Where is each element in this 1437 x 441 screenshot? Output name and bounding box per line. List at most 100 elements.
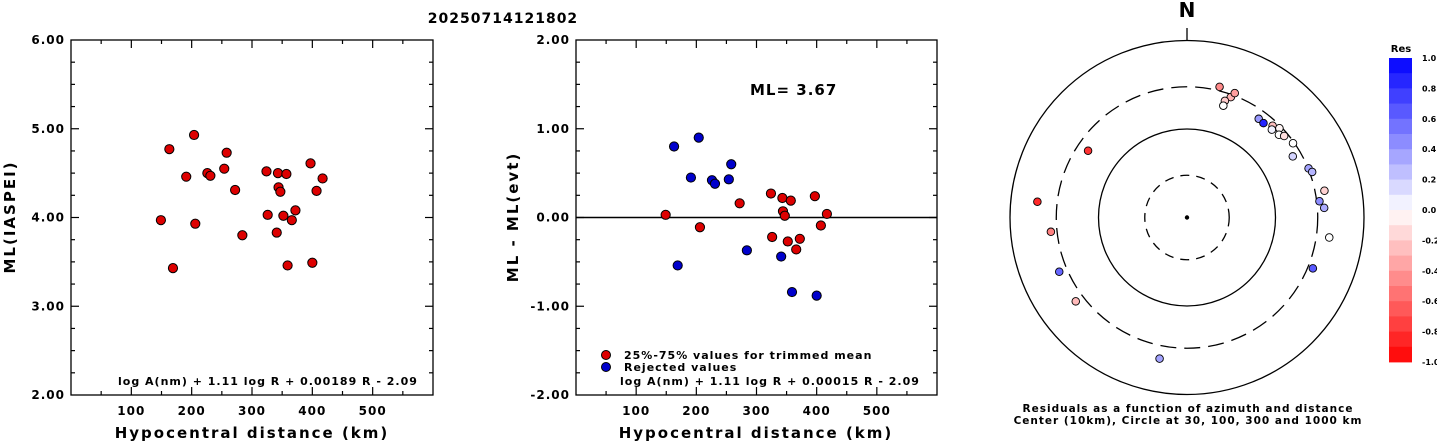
- tick-group: 100 200 300 400 500 -2.00 -1.00 0.00 1.00 2.00: [530, 33, 937, 418]
- data-point: [219, 163, 230, 174]
- y-tick-label: 2.00: [536, 33, 570, 47]
- colorbar-tick-label: 0.0: [1422, 206, 1437, 215]
- data-point: [181, 171, 192, 182]
- distance-ring: [1144, 174, 1230, 261]
- ml-vs-distance-plot: 100 200 300 400 500 2.00 3.00 4.00 5.00 6.00 log …: [1, 33, 434, 441]
- data-point: [776, 251, 787, 262]
- polar-caption-line1: Residuals as a function of azimuth and d…: [1023, 403, 1354, 415]
- data-point: [779, 210, 790, 221]
- colorbar-swatch: [1389, 331, 1412, 348]
- colorbar-swatch: [1389, 88, 1412, 104]
- colorbar-swatch: [1389, 316, 1412, 332]
- data-point: [317, 173, 328, 184]
- data-point: [767, 231, 778, 243]
- y-tick-label: 6.00: [31, 33, 65, 47]
- polar-caption-line2: Center (10km), Circle at 30, 100, 300 an…: [1014, 415, 1363, 427]
- colorbar-swatch: [1389, 194, 1412, 211]
- y-tick-label: 5.00: [31, 122, 65, 136]
- azimuth-residual-plot: N Residuals as a function of azimuth and…: [1009, 0, 1365, 427]
- plot-frame: [70, 39, 434, 396]
- residual-colorbar: Res 1.0 0.8 0.6 0.4 0.2 0.0 -0.2 -0.4 -0.6 -0.8 -1…: [1389, 44, 1437, 367]
- station-group: [1033, 82, 1334, 363]
- data-point: [821, 208, 832, 220]
- colorbar-swatch: [1389, 225, 1412, 241]
- point-group: [660, 132, 832, 301]
- data-point: [709, 178, 721, 189]
- y-tick-label: 0.00: [536, 211, 570, 225]
- legend-label-trimmed: 25%-75% values for trimmed mean: [624, 349, 872, 362]
- data-point: [786, 286, 798, 298]
- colorbar-swatch: [1389, 286, 1412, 302]
- x-axis-label: Hypocentral distance (km): [619, 424, 894, 441]
- data-point: [741, 245, 752, 256]
- colorbar-swatch: [1389, 270, 1412, 287]
- x-tick-label: 500: [359, 404, 387, 418]
- colorbar-title: Res: [1391, 44, 1411, 55]
- legend-marker-trimmed: [601, 350, 611, 360]
- colorbar-tick-label: -0.4: [1422, 267, 1437, 276]
- data-point: [811, 290, 822, 301]
- colorbar-swatch: [1389, 73, 1412, 89]
- station-marker: [1215, 82, 1224, 92]
- data-point: [723, 174, 734, 185]
- data-point: [272, 168, 284, 179]
- station-marker: [1054, 267, 1064, 276]
- figure-title: 20250714121802: [428, 11, 578, 27]
- data-point: [167, 262, 179, 274]
- y-tick-label: -2.00: [530, 388, 570, 402]
- colorbar-swatch: [1389, 134, 1412, 150]
- colorbar-swatch: [1389, 346, 1412, 363]
- legend-marker-rejected: [601, 362, 611, 372]
- x-tick-label: 500: [863, 404, 891, 418]
- magnitude-formula: log A(nm) + 1.11 log R + 0.00015 R - 2.0…: [620, 375, 920, 388]
- colorbar-tick-label: -1.0: [1422, 358, 1437, 367]
- station-marker: [1046, 227, 1056, 237]
- y-tick-label: 4.00: [31, 211, 65, 225]
- station-marker: [1279, 131, 1289, 141]
- station-marker: [1288, 152, 1298, 161]
- data-point: [785, 195, 796, 206]
- y-axis-label: ML - ML(evt): [504, 152, 522, 282]
- x-axis-label: Hypocentral distance (km): [115, 424, 390, 441]
- station-marker: [1307, 167, 1317, 177]
- data-point: [791, 244, 802, 255]
- data-point: [777, 192, 788, 204]
- colorbar-swatch: [1389, 210, 1412, 226]
- station-marker: [1288, 139, 1298, 148]
- station-marker: [1033, 197, 1042, 207]
- data-point: [794, 233, 805, 244]
- data-point: [261, 166, 272, 177]
- x-tick-label: 200: [178, 404, 206, 418]
- station-marker: [1308, 264, 1318, 273]
- colorbar-swatch: [1389, 179, 1412, 196]
- data-point: [282, 260, 293, 271]
- data-point: [205, 170, 216, 181]
- legend-label-rejected: Rejected values: [624, 361, 737, 374]
- data-point: [286, 215, 297, 226]
- data-point: [672, 260, 683, 271]
- distance-ring: [1055, 86, 1319, 349]
- point-group: [155, 129, 328, 274]
- data-point: [188, 129, 200, 141]
- colorbar-swatch: [1389, 103, 1412, 120]
- colorbar-swatch: [1389, 118, 1412, 135]
- data-point: [275, 186, 286, 197]
- data-point: [164, 144, 175, 155]
- data-point: [734, 198, 745, 209]
- station-marker: [1259, 118, 1268, 128]
- data-point: [230, 184, 241, 196]
- distance-rings: [1009, 39, 1365, 396]
- north-label: N: [1179, 0, 1196, 22]
- data-point: [311, 185, 322, 196]
- data-point: [815, 220, 826, 231]
- magnitude-formula: log A(nm) + 1.11 log R + 0.00189 R - 2.0…: [118, 375, 418, 388]
- x-tick-label: 100: [117, 404, 145, 418]
- station-marker: [1319, 203, 1329, 213]
- residual-vs-distance-plot: 100 200 300 400 500 -2.00 -1.00 0.00 1.00 2.00 ML…: [504, 33, 938, 441]
- colorbar-swatch: [1389, 255, 1412, 272]
- tick-group: 100 200 300 400 500 2.00 3.00 4.00 5.00 6.00: [31, 33, 433, 418]
- data-point: [237, 230, 248, 241]
- distance-ring: [1097, 128, 1277, 307]
- x-tick-label: 400: [298, 404, 326, 418]
- data-point: [221, 147, 232, 158]
